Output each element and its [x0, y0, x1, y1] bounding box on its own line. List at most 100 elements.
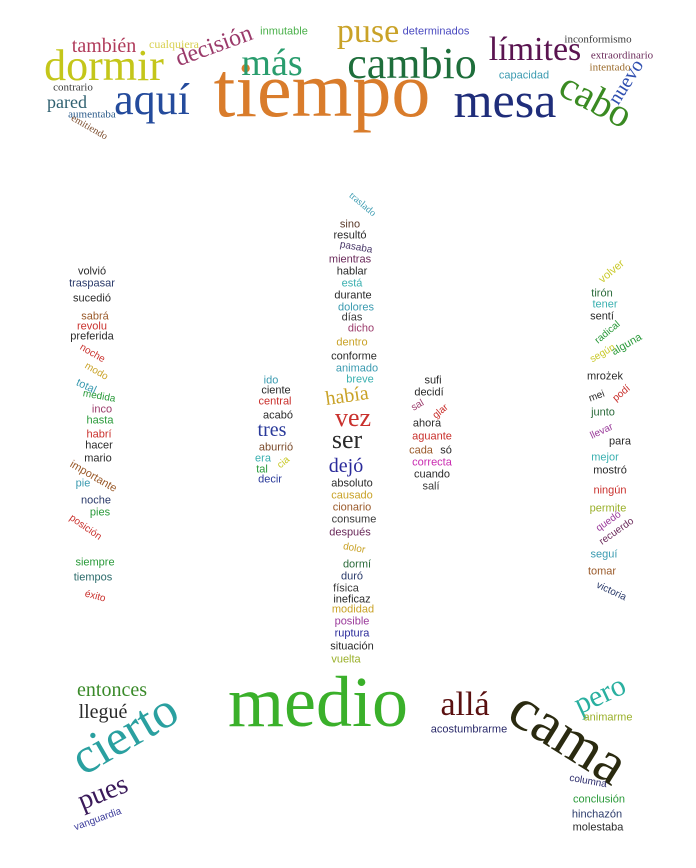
cloud-word: mientras	[328, 253, 372, 266]
cloud-word: tres	[257, 419, 287, 441]
cloud-word: conclusión	[573, 793, 625, 806]
cloud-word: física	[333, 582, 359, 595]
cloud-word: inco	[91, 403, 113, 416]
cloud-word: hasta	[86, 414, 114, 427]
cloud-word: pared	[47, 92, 87, 112]
cloud-word: determinados	[402, 25, 470, 38]
cloud-word: hablar	[336, 265, 368, 278]
cloud-word: acabó	[263, 409, 293, 422]
cloud-word: sal	[409, 397, 427, 414]
cloud-word: ahora	[412, 417, 442, 430]
cloud-word: mrożek	[586, 370, 624, 383]
cloud-word: consume	[331, 513, 377, 526]
cloud-word: permite	[589, 502, 627, 515]
cloud-word: éxito	[83, 588, 107, 605]
cloud-word: só	[440, 444, 452, 457]
cloud-word: vuelta	[331, 653, 361, 666]
cloud-word: junto	[591, 406, 615, 419]
cloud-word: siempre	[75, 556, 115, 569]
cloud-word: tiempo	[213, 46, 431, 133]
cloud-word: ciente	[261, 384, 291, 397]
cloud-word: breve	[346, 373, 374, 386]
cloud-word: hinchazón	[571, 808, 623, 821]
cloud-word: está	[341, 277, 363, 290]
cloud-word: ineficaz	[333, 593, 371, 606]
cloud-word: pues	[73, 768, 133, 817]
cloud-word: dentro	[336, 336, 368, 349]
cloud-word: hacer	[85, 439, 113, 452]
cloud-word: días	[341, 311, 363, 324]
cloud-word: correcta	[412, 456, 452, 469]
cloud-word: resultó	[333, 229, 367, 242]
cloud-word: aburrió	[258, 441, 294, 454]
cloud-word: tener	[592, 298, 618, 311]
cloud-word: también	[71, 35, 137, 57]
cloud-word: mario	[84, 452, 112, 465]
cloud-word: entonces	[77, 679, 147, 701]
cloud-word: cambio	[347, 39, 477, 88]
cloud-word: volver	[596, 257, 627, 286]
cloud-word: victoria	[594, 579, 628, 604]
cloud-word: cia	[275, 454, 293, 471]
cloud-word: ser	[331, 425, 363, 454]
cloud-word: dolores	[337, 301, 375, 314]
cloud-word: después	[329, 526, 371, 539]
cloud-word: mesa	[453, 72, 557, 128]
cloud-word: cionario	[332, 501, 372, 514]
cloud-word: límites	[488, 31, 582, 68]
cloud-word: sucedió	[73, 292, 111, 305]
cloud-word: tal	[256, 463, 268, 476]
cloud-word: más	[241, 42, 303, 84]
cloud-word: dolor	[342, 541, 366, 556]
cloud-word: llegué	[78, 701, 128, 723]
cloud-word: pie	[75, 477, 91, 490]
cloud-word: decidí	[414, 386, 444, 399]
cloud-word: salí	[422, 480, 440, 493]
cloud-word: animarme	[583, 711, 633, 724]
cloud-word: noche	[81, 494, 111, 507]
cloud-word: medio	[228, 662, 408, 742]
cloud-word: molestaba	[572, 821, 624, 834]
cloud-word: mei	[587, 388, 607, 405]
cloud-word: puse	[336, 13, 400, 50]
cloud-word: sabrá	[81, 310, 109, 323]
cloud-word: ningún	[593, 484, 627, 497]
cloud-word: dicho	[347, 322, 375, 335]
cloud-word: situación	[330, 640, 374, 653]
cloud-word: sentí	[590, 310, 614, 323]
cloud-word: revolu	[77, 320, 107, 333]
cloud-word: sino	[339, 218, 361, 231]
cloud-word: medida	[81, 388, 117, 405]
cloud-word: volvió	[77, 265, 107, 278]
cloud-word: conforme	[331, 350, 377, 363]
cloud-word: tiempos	[73, 571, 113, 584]
cloud-word: extraordinario	[590, 49, 654, 62]
cloud-word: cada	[409, 444, 433, 457]
cloud-word: pies	[89, 506, 111, 519]
cloud-word: mostró	[593, 464, 627, 477]
cloud-word: durante	[334, 289, 372, 302]
cloud-word: era	[255, 452, 271, 465]
cloud-word: dormí	[342, 558, 372, 571]
cloud-word: capacidad	[498, 69, 550, 82]
cloud-word: modidad	[331, 603, 375, 616]
cloud-word: dormir	[44, 41, 164, 90]
cloud-word: posible	[334, 615, 370, 628]
cloud-word: allá	[440, 686, 490, 723]
cloud-word: central	[258, 395, 292, 408]
cloud-word: mejor	[591, 451, 619, 464]
cloud-word: ido	[263, 374, 279, 387]
cloud-word: alguna	[609, 331, 645, 359]
cloud-word: duró	[340, 570, 364, 583]
cloud-word: absoluto	[331, 477, 373, 490]
cloud-word: sufi	[424, 374, 442, 387]
cloud-word: seguí	[590, 548, 618, 561]
cloud-word: aguante	[412, 430, 452, 443]
cloud-word: contrario	[53, 81, 93, 94]
cloud-word: aquí	[114, 75, 190, 124]
cloud-word: tirón	[591, 287, 613, 300]
cloud-word: decir	[258, 473, 282, 486]
cloud-word: animado	[335, 362, 379, 375]
cloud-word: intentado	[589, 61, 631, 74]
